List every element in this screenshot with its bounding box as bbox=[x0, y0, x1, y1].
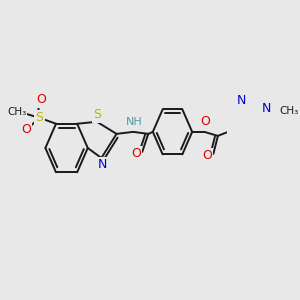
Text: N: N bbox=[262, 102, 271, 116]
Text: CH₃: CH₃ bbox=[7, 107, 26, 117]
Text: O: O bbox=[131, 147, 141, 161]
Text: O: O bbox=[21, 123, 31, 136]
Text: S: S bbox=[35, 111, 43, 124]
Text: NH: NH bbox=[125, 117, 142, 127]
Text: CH₃: CH₃ bbox=[279, 106, 298, 116]
Text: O: O bbox=[202, 149, 212, 162]
Text: N: N bbox=[237, 94, 246, 107]
Text: O: O bbox=[36, 93, 46, 106]
Text: S: S bbox=[94, 108, 102, 121]
Text: O: O bbox=[200, 116, 210, 128]
Text: N: N bbox=[98, 158, 108, 172]
